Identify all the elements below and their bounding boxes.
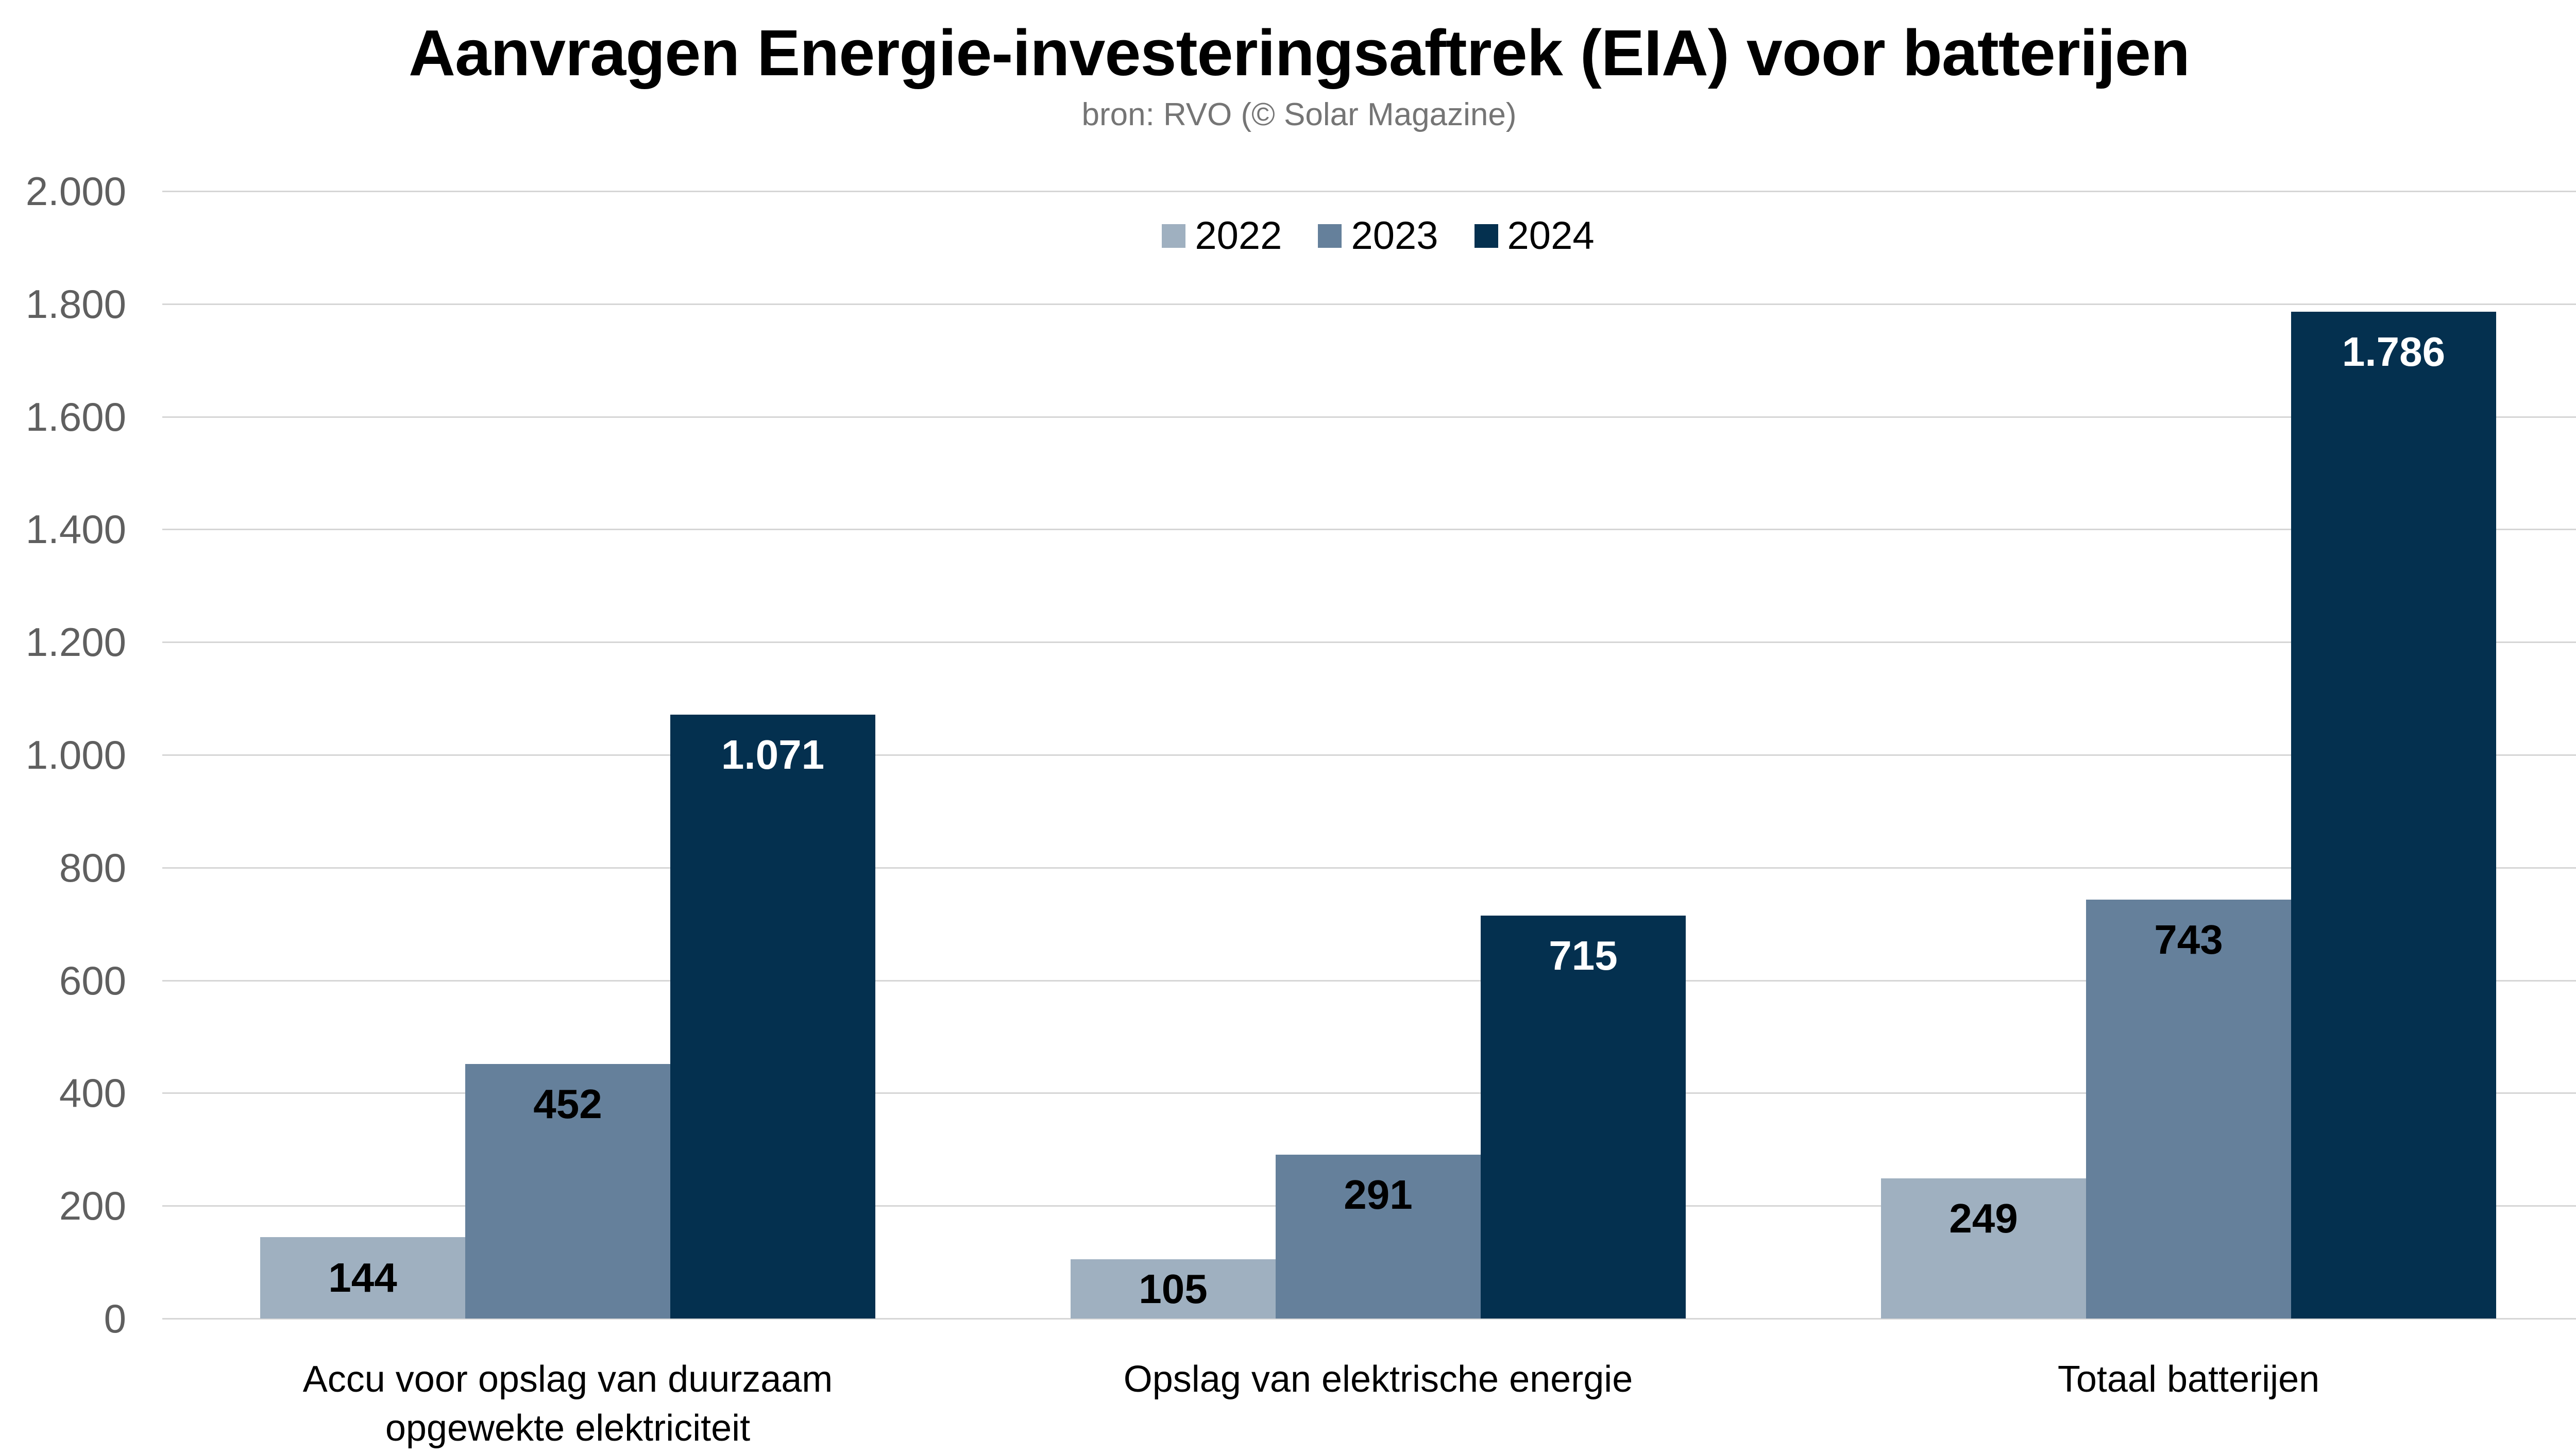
gridline (162, 529, 2576, 530)
legend: 2022 2023 2024 (162, 205, 2576, 267)
x-category-label: Totaal batterijen (2057, 1359, 2320, 1400)
bar-value-label: 743 (2154, 917, 2223, 962)
bar-2023-3 (2086, 900, 2291, 1319)
chart-title: Aanvragen Energie-investeringsaftrek (EI… (409, 16, 2190, 89)
legend-swatch-2023 (1318, 224, 1342, 248)
legend-swatch-2022 (1162, 224, 1186, 248)
legend-item-2022: 2022 (1162, 213, 1282, 259)
y-tick-label: 800 (59, 845, 126, 890)
bar-value-label: 249 (1949, 1195, 2018, 1241)
y-tick-label: 200 (59, 1183, 126, 1228)
y-tick-label: 400 (59, 1070, 126, 1116)
bar-2022-3 (1881, 1178, 2086, 1319)
y-tick-label: 600 (59, 958, 126, 1003)
x-category-label: Accu voor opslag van duurzaam opgewekte … (302, 1359, 833, 1449)
y-tick-label: 0 (104, 1296, 126, 1341)
chart-subtitle: bron: RVO (© Solar Magazine) (1081, 97, 1517, 132)
bar-value-label: 291 (1344, 1172, 1413, 1218)
bar-2023-2 (1276, 1155, 1481, 1319)
gridline (162, 867, 2576, 869)
legend-item-2023: 2023 (1318, 213, 1438, 259)
x-category-label: Opslag van elektrische energie (1123, 1359, 1633, 1400)
bar-value-label: 144 (328, 1255, 397, 1300)
bar-value-label: 452 (533, 1081, 602, 1127)
legend-label: 2024 (1507, 214, 1595, 258)
gridline (162, 641, 2576, 643)
bar-2024-2 (1481, 916, 1686, 1319)
legend-swatch-2024 (1474, 224, 1498, 248)
gridline (162, 980, 2576, 982)
bar-value-label: 715 (1549, 933, 1618, 978)
gridline (162, 1318, 2576, 1320)
legend-label: 2022 (1195, 214, 1282, 258)
bar-2024-3 (2291, 312, 2496, 1319)
y-tick-label: 1.400 (25, 506, 126, 552)
bar-value-label: 1.071 (721, 732, 825, 778)
bar-2024-1 (670, 715, 875, 1319)
y-tick-label: 1.800 (25, 281, 126, 327)
y-tick-label: 1.000 (25, 732, 126, 778)
bar-2023-1 (465, 1064, 670, 1319)
bar-2022-2 (1071, 1259, 1276, 1319)
bar-2022-1 (260, 1237, 465, 1319)
gridline (162, 416, 2576, 418)
y-tick-label: 1.600 (25, 394, 126, 440)
gridline (162, 303, 2576, 305)
y-tick-label: 1.200 (25, 619, 126, 665)
legend-label: 2023 (1351, 214, 1438, 258)
gridline (162, 754, 2576, 756)
y-tick-label: 2.000 (25, 168, 126, 214)
bar-value-label: 1.786 (2342, 329, 2446, 375)
gridline (162, 191, 2576, 192)
legend-item-2024: 2024 (1474, 213, 1595, 259)
gridline (162, 1092, 2576, 1094)
bar-value-label: 105 (1139, 1266, 1208, 1312)
